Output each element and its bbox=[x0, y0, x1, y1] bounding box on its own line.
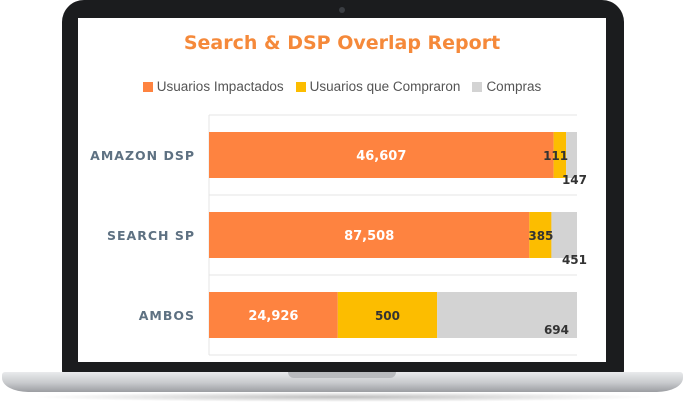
legend-label: Usuarios Impactados bbox=[156, 79, 284, 94]
bar-segment bbox=[209, 132, 554, 178]
data-label: 87,508 bbox=[344, 229, 394, 244]
legend-item-impactados: Usuarios Impactados bbox=[142, 79, 284, 94]
bar-segment bbox=[529, 212, 552, 258]
bar-segment bbox=[551, 212, 577, 258]
chart-title: Search & DSP Overlap Report bbox=[183, 32, 501, 54]
laptop-base-notch bbox=[288, 372, 396, 378]
legend-label: Usuarios que Compraron bbox=[309, 79, 461, 94]
legend-swatch bbox=[295, 81, 306, 92]
data-label: 46,607 bbox=[356, 149, 406, 164]
data-label: 111 bbox=[543, 149, 568, 163]
bar-segment bbox=[209, 212, 530, 258]
bar-segment bbox=[209, 292, 338, 338]
bar-segment bbox=[437, 292, 577, 338]
laptop-base bbox=[2, 372, 683, 392]
bar-chart: AMAZON DSP 46,607 111 147 SEARCH SP 87,508 385… bbox=[90, 114, 587, 356]
camera-icon bbox=[339, 7, 345, 13]
data-label: 147 bbox=[562, 173, 587, 187]
category-label: SEARCH SP bbox=[107, 228, 195, 243]
bar-segment bbox=[337, 292, 438, 338]
data-label: 385 bbox=[528, 229, 553, 243]
data-label: 694 bbox=[544, 323, 569, 337]
laptop-screen: Search & DSP Overlap Report Usuarios Imp… bbox=[78, 18, 606, 362]
category-label: AMAZON DSP bbox=[90, 148, 195, 163]
legend-label: Compras bbox=[486, 79, 542, 94]
laptop-shadow bbox=[30, 392, 655, 402]
legend-swatch bbox=[472, 81, 483, 92]
legend-item-compraron: Usuarios que Compraron bbox=[295, 79, 461, 94]
bar-segment bbox=[566, 132, 577, 178]
data-label: 500 bbox=[375, 309, 400, 323]
category-label: AMBOS bbox=[139, 308, 195, 323]
data-label: 451 bbox=[562, 253, 587, 267]
chart-legend: Usuarios Impactados Usuarios que Comprar… bbox=[78, 79, 606, 94]
data-label: 24,926 bbox=[248, 309, 298, 324]
bar-segment bbox=[553, 132, 567, 178]
legend-item-compras: Compras bbox=[472, 79, 541, 94]
legend-swatch bbox=[142, 81, 153, 92]
